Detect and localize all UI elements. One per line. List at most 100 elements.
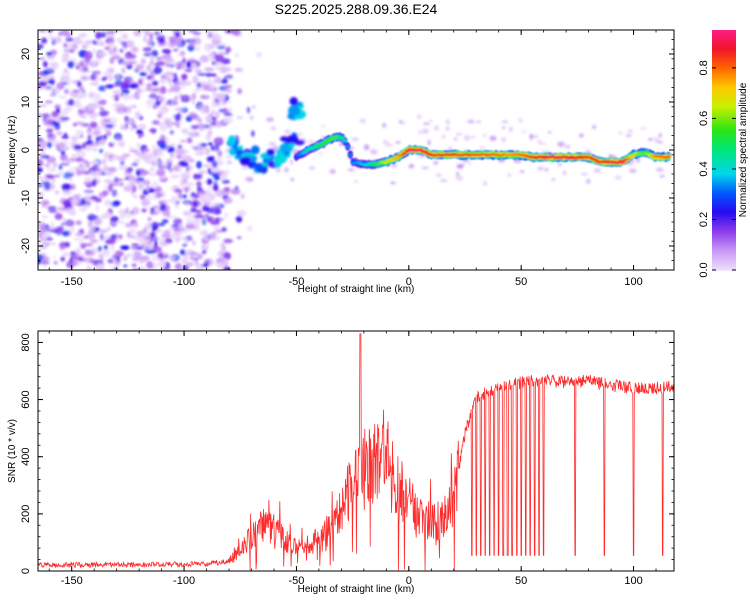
colorbar-band xyxy=(712,210,736,213)
colorbar-band xyxy=(712,236,736,239)
colorbar-band xyxy=(712,72,736,75)
noise-speckle xyxy=(150,76,156,81)
noise-speckle xyxy=(81,45,88,49)
noise-speckle xyxy=(149,33,153,41)
noise-speckle xyxy=(39,30,45,33)
noise-speckle xyxy=(186,137,193,144)
noise-speckle xyxy=(111,182,118,187)
noise-speckle xyxy=(75,129,85,136)
noise-speckle xyxy=(89,121,98,129)
sparse-speckle xyxy=(562,170,567,176)
noise-speckle xyxy=(169,130,174,135)
noise-speckle xyxy=(223,266,231,270)
noise-speckle xyxy=(155,56,164,61)
noise-speckle xyxy=(44,85,49,91)
noise-speckle xyxy=(140,58,146,65)
sparse-speckle xyxy=(436,173,442,178)
noise-speckle xyxy=(54,104,61,109)
noise-speckle xyxy=(198,169,208,175)
colorbar-band xyxy=(712,78,736,81)
noise-speckle xyxy=(61,71,71,76)
sparse-speckle xyxy=(614,175,622,180)
noise-speckle xyxy=(216,257,226,264)
noise-speckle xyxy=(59,116,70,121)
noise-speckle xyxy=(161,54,172,60)
noise-speckles xyxy=(38,30,262,270)
sparse-speckle xyxy=(321,124,326,128)
noise-speckle xyxy=(205,133,211,141)
colorbar-band xyxy=(712,56,736,59)
noise-speckle xyxy=(66,158,70,165)
colorbar-band xyxy=(712,206,736,209)
noise-speckle xyxy=(200,233,204,237)
sparse-speckle xyxy=(455,175,464,182)
colorbar-band xyxy=(712,188,736,191)
sparse-speckle xyxy=(384,142,393,148)
noise-speckle xyxy=(132,254,140,262)
noise-speckle xyxy=(57,95,67,99)
colorbar-band xyxy=(712,32,736,35)
noise-speckle xyxy=(130,192,135,195)
noise-speckle xyxy=(152,119,160,125)
noise-speckle xyxy=(77,91,87,98)
noise-speckle xyxy=(59,244,67,250)
noise-speckle xyxy=(135,142,142,148)
spectrogram-heatmap xyxy=(38,30,672,270)
noise-speckle xyxy=(223,238,234,244)
sparse-speckle xyxy=(627,129,633,133)
frequency-ridge xyxy=(293,132,672,170)
noise-speckle xyxy=(159,144,168,150)
noise-speckle xyxy=(154,31,160,35)
ridge-cell xyxy=(342,139,348,142)
sparse-speckle xyxy=(537,166,544,171)
noise-speckle xyxy=(150,95,155,99)
noise-speckle xyxy=(211,206,221,215)
noise-speckle xyxy=(173,218,183,225)
noise-speckle xyxy=(142,47,153,52)
noise-speckle xyxy=(99,107,105,111)
noise-speckle xyxy=(217,218,225,221)
noise-speckle xyxy=(80,198,86,206)
noise-speckle xyxy=(79,85,84,92)
noise-speckle xyxy=(38,243,49,250)
sparse-speckle xyxy=(391,162,398,168)
noise-speckle xyxy=(166,74,175,79)
colorbar-band xyxy=(712,134,736,137)
noise-speckle xyxy=(225,87,232,94)
colorbar-band xyxy=(712,42,736,45)
colorbar-tick-label: 0.8 xyxy=(698,60,710,75)
noise-speckle xyxy=(144,88,154,92)
noise-speckle xyxy=(73,194,82,198)
noise-speckle xyxy=(131,263,137,267)
snr-y-ticks: 0 200 400 600 800 xyxy=(20,330,674,574)
noise-speckle xyxy=(51,62,58,70)
noise-speckle xyxy=(188,30,198,34)
noise-speckle xyxy=(88,225,96,232)
noise-speckle xyxy=(89,259,98,264)
noise-speckle xyxy=(114,94,120,102)
noise-speckle xyxy=(166,63,170,67)
noise-speckle xyxy=(67,43,73,49)
colorbar-band xyxy=(712,244,736,247)
sparse-speckle xyxy=(593,168,601,173)
noise-speckle xyxy=(64,241,70,248)
noise-speckle xyxy=(115,233,119,239)
sparse-speckle xyxy=(421,166,430,170)
snr-series-line xyxy=(38,333,674,571)
noise-speckle xyxy=(51,174,61,178)
noise-speckle xyxy=(176,154,183,160)
noise-speckle xyxy=(199,94,210,100)
ridge-cell xyxy=(318,143,324,146)
noise-speckle xyxy=(133,30,142,37)
noise-speckle xyxy=(208,51,215,59)
noise-speckle xyxy=(205,115,211,123)
colorbar-band xyxy=(712,166,736,169)
noise-speckle xyxy=(159,134,166,142)
snr-panel: -150 -100 -50 0 50 100 0 200 400 600 800 Height o… xyxy=(7,330,675,595)
colorbar-gradient xyxy=(712,30,736,271)
noise-speckle xyxy=(132,235,141,240)
noise-speckle xyxy=(75,65,81,70)
noise-speckle xyxy=(138,265,143,269)
snr-x-label: Height of straight line (km) xyxy=(298,584,415,595)
colorbar-band xyxy=(712,104,736,107)
